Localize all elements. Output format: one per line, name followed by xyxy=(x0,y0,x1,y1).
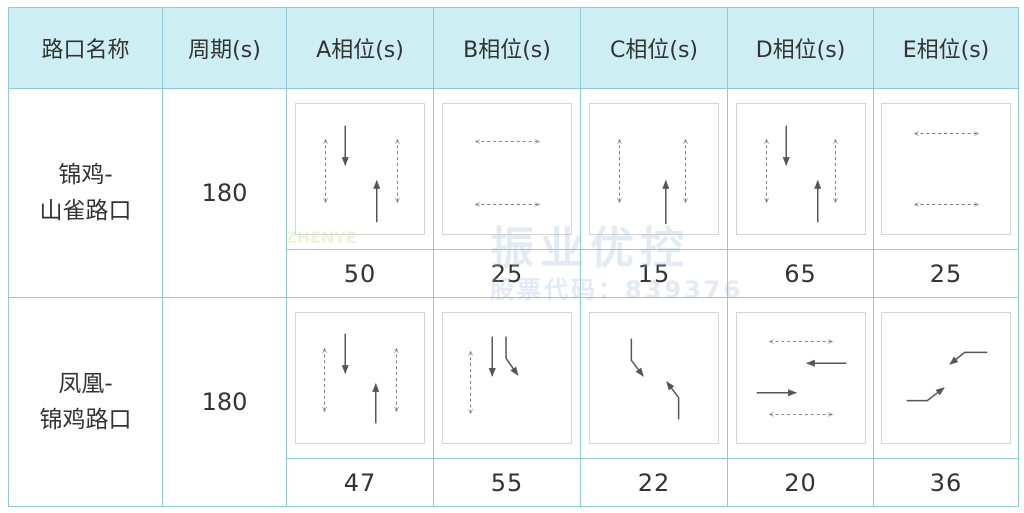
phase-values-row: 50 25 15 65 25 xyxy=(9,249,1019,298)
phase-diagram-a xyxy=(286,297,434,459)
phase-arrows-icon xyxy=(590,104,718,225)
header-phase-b: B相位(s) xyxy=(433,7,581,89)
phase-diagram-c xyxy=(580,88,728,250)
cycle-value: 180 xyxy=(162,88,287,298)
phase-values-row: 47 55 22 20 36 xyxy=(9,458,1019,507)
header-intersection: 路口名称 xyxy=(8,7,163,89)
phase-arrows-icon xyxy=(443,104,571,234)
phase-arrows-icon xyxy=(906,351,988,402)
header-cycle: 周期(s) xyxy=(162,7,287,89)
phase-diagram-b xyxy=(433,297,581,459)
phase-diagram-e xyxy=(873,88,1019,250)
phase-d-value: 65 xyxy=(727,249,874,298)
phase-a-value: 50 xyxy=(286,249,434,298)
header-phase-a: A相位(s) xyxy=(286,7,434,89)
phase-arrows-icon xyxy=(756,313,846,443)
phase-c-value: 22 xyxy=(580,458,728,507)
header-phase-c: C相位(s) xyxy=(580,7,728,89)
phase-arrows-icon xyxy=(443,336,519,443)
phase-diagram-a xyxy=(286,88,434,250)
phase-diagram-c xyxy=(580,297,728,459)
phase-b-value: 55 xyxy=(433,458,581,507)
cycle-value: 180 xyxy=(162,297,287,507)
table-row: 凤凰- 锦鸡路口 180 xyxy=(8,297,1019,507)
phase-d-value: 20 xyxy=(727,458,874,507)
phase-diagram-b xyxy=(433,88,581,250)
phase-diagram-d xyxy=(727,297,874,459)
phase-e-value: 25 xyxy=(873,249,1019,298)
phase-arrows-icon xyxy=(882,104,1010,234)
phase-a-value: 47 xyxy=(286,458,434,507)
header-phase-e: E相位(s) xyxy=(873,7,1019,89)
phase-arrows-icon xyxy=(630,338,680,420)
phase-arrows-icon xyxy=(296,125,424,223)
phase-e-value: 36 xyxy=(873,458,1019,507)
phase-diagram-d xyxy=(727,88,874,250)
phase-table: 路口名称 周期(s) A相位(s) B相位(s) C相位(s) D相位(s) E… xyxy=(8,7,1019,507)
header-phase-d: D相位(s) xyxy=(727,7,874,89)
phase-c-value: 15 xyxy=(580,249,728,298)
phase-arrows-icon xyxy=(737,125,865,223)
intersection-name: 锦鸡- 山雀路口 xyxy=(8,88,163,298)
header-row: 路口名称 周期(s) A相位(s) B相位(s) C相位(s) D相位(s) E… xyxy=(8,7,1019,89)
phase-arrows-icon xyxy=(296,333,424,424)
intersection-name: 凤凰- 锦鸡路口 xyxy=(8,297,163,507)
phase-b-value: 25 xyxy=(433,249,581,298)
table-row: 锦鸡- 山雀路口 180 xyxy=(8,88,1019,298)
phase-diagram-e xyxy=(873,297,1019,459)
